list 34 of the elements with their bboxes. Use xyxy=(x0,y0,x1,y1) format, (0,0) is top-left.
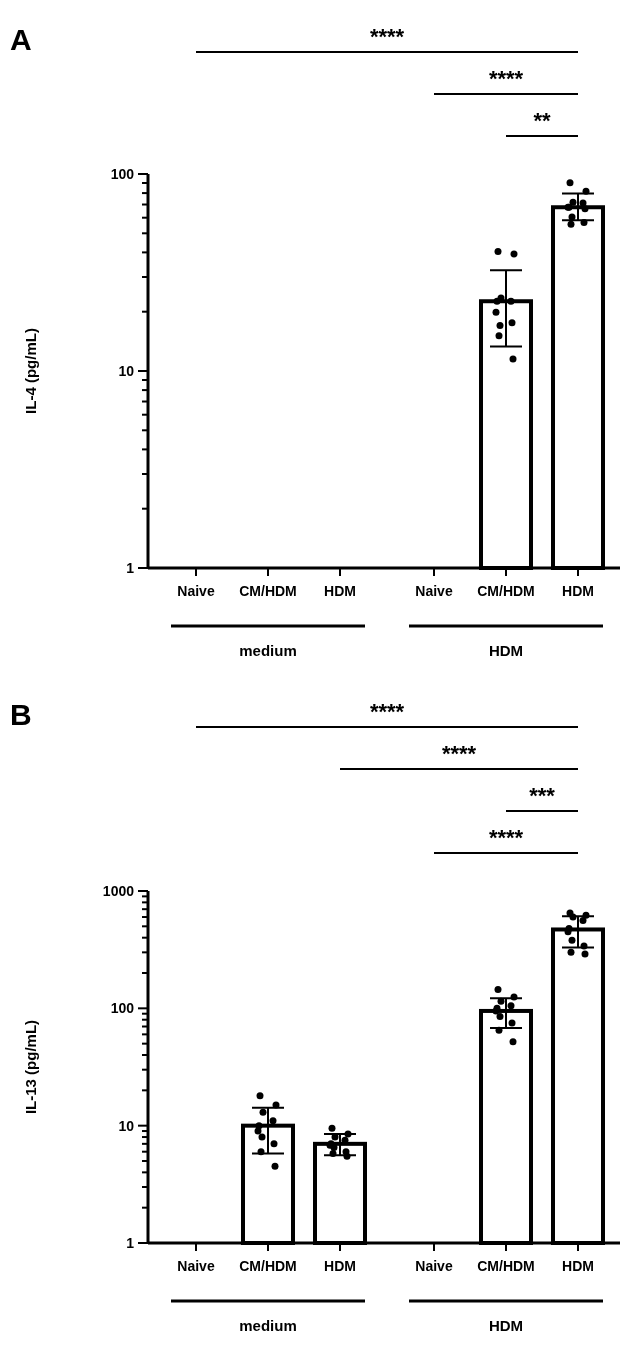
y-tick-label: 1000 xyxy=(102,882,135,899)
y-tick-label: 1 xyxy=(126,559,135,576)
x-tick-label: CM/HDM xyxy=(239,583,297,599)
y-axis-title: IL-4 (pg/mL) xyxy=(22,328,39,414)
x-tick-label: Naive xyxy=(177,1258,215,1274)
x-tick-label: Naive xyxy=(415,1258,453,1274)
x-tick-label: HDM xyxy=(324,1258,356,1274)
y-tick-label: 10 xyxy=(118,1117,135,1134)
x-tick-label: Naive xyxy=(415,583,453,599)
text: medium xyxy=(239,642,297,659)
y-tick-label: 10 xyxy=(118,362,135,379)
y-tick-label: 100 xyxy=(110,165,135,182)
x-tick-label: HDM xyxy=(562,1258,594,1274)
text: ** xyxy=(533,108,551,133)
chart-title: B xyxy=(10,698,32,731)
y-tick-label: 1 xyxy=(126,1234,135,1251)
text: HDM xyxy=(488,1317,524,1334)
text: **** xyxy=(369,24,405,49)
y-axis-title: IL-13 (pg/mL) xyxy=(22,1019,39,1115)
x-tick-label: CM/HDM xyxy=(477,583,535,599)
x-tick-label: Naive xyxy=(177,583,215,599)
text: medium xyxy=(239,1317,297,1334)
text: HDM xyxy=(488,642,524,659)
x-tick-label: HDM xyxy=(324,583,356,599)
chart-title: A xyxy=(10,23,32,56)
text: **** xyxy=(488,825,524,850)
y-tick-label: 100 xyxy=(110,1000,135,1017)
x-tick-label: CM/HDM xyxy=(477,1258,535,1274)
text: *** xyxy=(529,783,556,808)
text: **** xyxy=(488,66,524,91)
x-tick-label: HDM xyxy=(562,583,594,599)
x-tick-label: CM/HDM xyxy=(239,1258,297,1274)
text: **** xyxy=(369,699,405,724)
text: **** xyxy=(441,741,477,766)
